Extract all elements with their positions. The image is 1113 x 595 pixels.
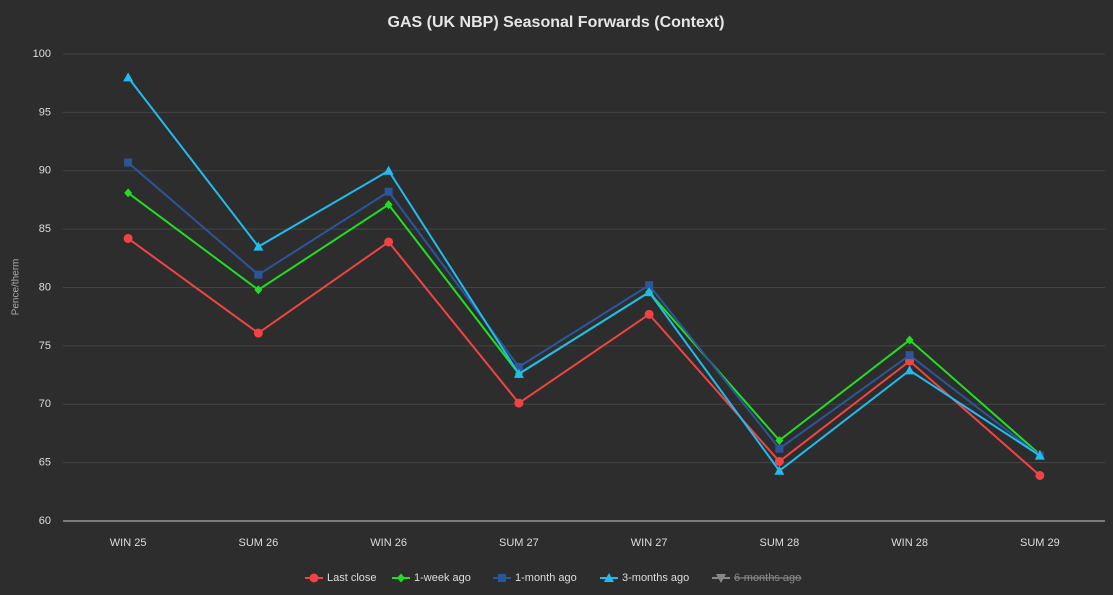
legend-marker — [498, 574, 506, 582]
x-tick-label: WIN 25 — [110, 537, 147, 549]
legend-marker — [309, 573, 319, 583]
point — [514, 398, 524, 408]
point — [124, 188, 133, 198]
point — [384, 187, 393, 196]
x-tick-label: WIN 28 — [891, 537, 928, 549]
x-tick-label: SUM 26 — [239, 537, 279, 549]
legend-marker — [716, 574, 726, 583]
point — [774, 465, 785, 475]
series-line — [127, 161, 1041, 457]
y-tick-label: 95 — [39, 106, 51, 118]
series-line — [127, 237, 1041, 477]
point — [645, 281, 654, 290]
point — [905, 335, 914, 345]
point — [253, 328, 263, 338]
point — [123, 233, 133, 243]
y-axis-label: Pence/therm — [11, 259, 22, 316]
point — [1034, 450, 1045, 460]
legend-label[interactable]: 3-months ago — [622, 572, 689, 584]
point — [384, 237, 394, 247]
legend-marker — [397, 573, 405, 583]
point — [124, 158, 133, 167]
y-tick-label: 80 — [39, 281, 51, 293]
point — [123, 72, 134, 82]
x-tick-label: SUM 28 — [760, 537, 800, 549]
y-tick-label: 100 — [33, 48, 51, 60]
x-tick-label: WIN 26 — [370, 537, 407, 549]
legend-label[interactable]: Last close — [327, 572, 377, 584]
point — [775, 444, 784, 453]
point — [253, 241, 264, 251]
point — [254, 285, 263, 295]
point — [254, 270, 263, 279]
point — [775, 435, 784, 445]
point — [774, 456, 784, 466]
x-tick-label: WIN 27 — [631, 537, 668, 549]
point — [905, 351, 914, 360]
series-line — [127, 76, 1041, 473]
point — [904, 365, 915, 375]
point — [644, 287, 655, 297]
legend-marker — [604, 573, 614, 582]
y-tick-label: 75 — [39, 340, 51, 352]
y-tick-label: 85 — [39, 223, 51, 235]
legend-label[interactable]: 1-week ago — [414, 572, 471, 584]
x-tick-label: SUM 27 — [499, 537, 539, 549]
y-tick-label: 65 — [39, 457, 51, 469]
point — [383, 165, 394, 175]
chart-title: GAS (UK NBP) Seasonal Forwards (Context) — [388, 14, 725, 31]
point — [1035, 470, 1045, 480]
y-tick-label: 60 — [39, 515, 51, 527]
y-tick-label: 90 — [39, 165, 51, 177]
y-tick-label: 70 — [39, 398, 51, 410]
legend-label[interactable]: 1-month ago — [515, 572, 577, 584]
point — [644, 309, 654, 319]
point — [514, 362, 523, 371]
point — [384, 200, 393, 210]
x-tick-label: SUM 29 — [1020, 537, 1060, 549]
point — [513, 368, 524, 378]
